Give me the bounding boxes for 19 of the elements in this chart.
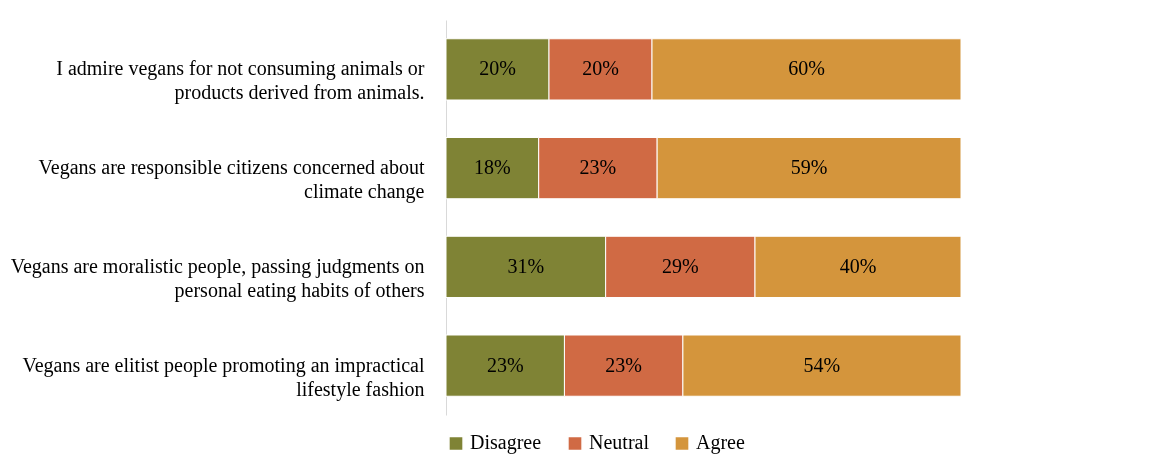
data-label: 23% — [579, 156, 617, 179]
y-tick-label: Vegans are elitist people promoting an impractical lifestyle fashion — [22, 353, 425, 401]
legend-label: Neutral — [589, 431, 650, 454]
data-label: 20% — [479, 57, 516, 80]
data-label: 54% — [803, 353, 841, 376]
legend-label: Agree — [696, 431, 745, 455]
data-label: 59% — [790, 156, 828, 179]
y-tick-label: Vegans are responsible citizens concerned about climate change — [38, 156, 425, 204]
y-tick-label: I admire vegans for not consuming animals or products derived from animals. — [56, 57, 425, 105]
data-label: 20% — [582, 57, 619, 80]
data-label: 18% — [474, 156, 511, 179]
legend-label: Disagree — [470, 431, 542, 455]
data-label: 29% — [661, 254, 699, 277]
data-label: 60% — [788, 57, 825, 80]
data-label: 23% — [486, 353, 524, 376]
data-label: 23% — [605, 353, 643, 376]
data-label: 40% — [839, 254, 877, 277]
y-tick-label: Vegans are moralistic people, passing judgments on personal eating habits of others — [10, 254, 425, 302]
data-label: 31% — [507, 254, 545, 277]
